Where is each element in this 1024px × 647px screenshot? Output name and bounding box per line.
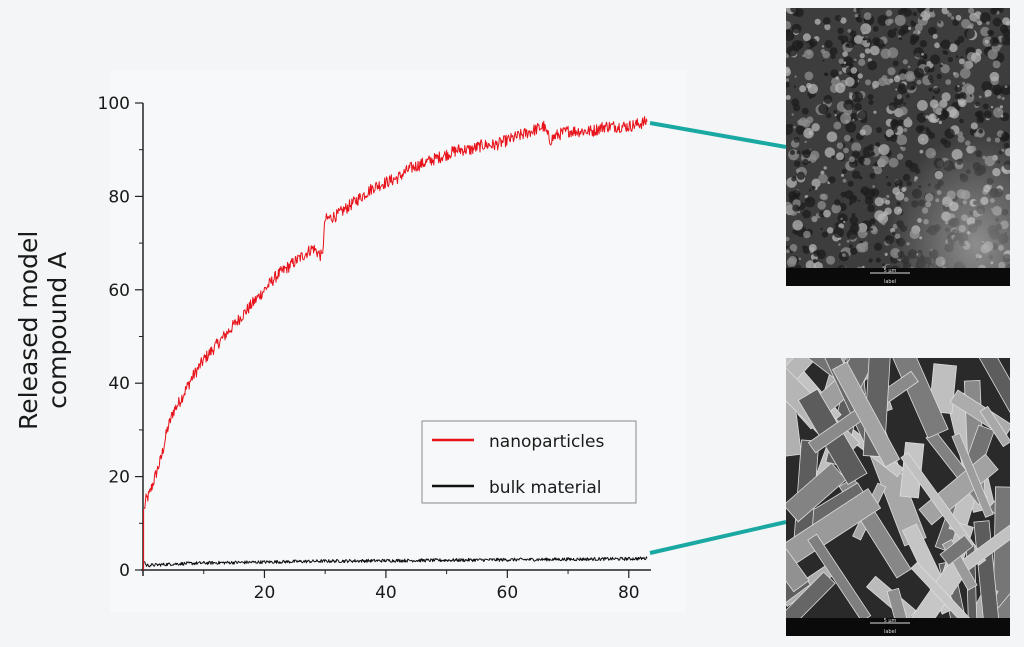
legend-label-nanoparticles: nanoparticles (489, 432, 604, 452)
scalebar-text: 5 µm (884, 268, 897, 274)
scalebar-strip (786, 268, 1010, 286)
axes: 0 20 40 60 80 100 20 40 60 80 (98, 94, 651, 603)
legend: nanoparticles bulk material (421, 420, 637, 504)
connector-line-nanoparticles (649, 121, 787, 149)
y-tick-label: 40 (108, 374, 130, 394)
y-tick-label: 0 (119, 561, 130, 581)
scalebar-sublabel: label (884, 629, 896, 635)
x-tick-label: 80 (618, 583, 640, 603)
scalebar-text: 5 µm (884, 618, 897, 624)
connector-line-bulk-material (649, 520, 787, 555)
x-tick-label: 40 (375, 583, 397, 603)
y-tick-label: 60 (108, 281, 130, 301)
sem-image-bulk-material: 5 µm label (786, 358, 1010, 636)
plot-area-background (110, 70, 686, 612)
scalebar-strip (786, 618, 1010, 636)
y-tick-label: 80 (108, 187, 130, 207)
series-line-nanoparticles (143, 116, 648, 510)
x-tick-label: 60 (497, 583, 519, 603)
legend-label-bulk-material: bulk material (489, 478, 602, 498)
legend-box (421, 420, 637, 504)
series-line-bulk-material (143, 556, 648, 568)
y-tick-label: 20 (108, 468, 130, 488)
scalebar-sublabel: label (884, 279, 896, 285)
sem-image-nanoparticles: 5 µm label (786, 8, 1010, 286)
series-lines (143, 116, 648, 570)
x-tick-label: 20 (254, 583, 276, 603)
y-tick-label: 100 (98, 94, 130, 114)
